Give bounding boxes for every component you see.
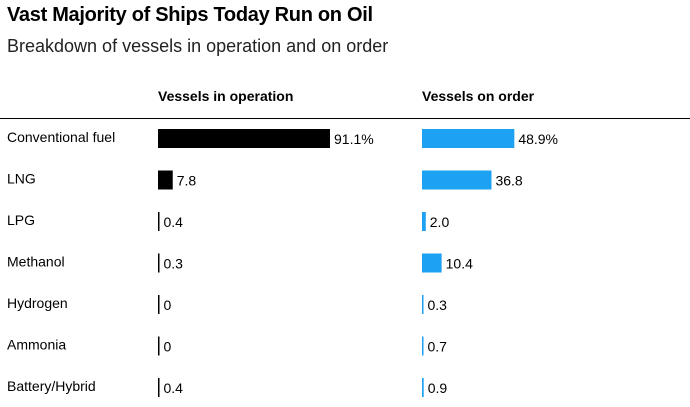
category-label: Ammonia bbox=[7, 337, 66, 353]
order-bar bbox=[422, 336, 424, 356]
column-header-on-order: Vessels on order bbox=[422, 88, 535, 104]
value-label: 0 bbox=[164, 339, 172, 355]
value-label: 10.4 bbox=[446, 256, 473, 272]
column-header-in-operation: Vessels in operation bbox=[158, 88, 294, 104]
operation-bar bbox=[158, 212, 160, 231]
value-label: 0.9 bbox=[428, 380, 448, 396]
value-label: 0.3 bbox=[428, 297, 448, 313]
category-label: Hydrogen bbox=[7, 295, 68, 311]
category-label: Battery/Hybrid bbox=[7, 378, 96, 394]
category-label: LNG bbox=[7, 171, 36, 187]
value-label: 36.8 bbox=[495, 173, 522, 189]
operation-bar bbox=[158, 170, 173, 190]
operation-bar bbox=[158, 253, 160, 273]
operation-bar bbox=[158, 378, 160, 397]
order-bar bbox=[422, 170, 492, 190]
value-label: 0.4 bbox=[164, 380, 184, 396]
value-label: 7.8 bbox=[177, 173, 197, 189]
value-label: 0.7 bbox=[428, 339, 448, 355]
value-label: 0 bbox=[164, 297, 172, 313]
operation-bar bbox=[158, 129, 330, 148]
order-bar bbox=[422, 212, 426, 231]
order-bar bbox=[422, 378, 424, 397]
order-bar bbox=[422, 129, 515, 148]
operation-bar bbox=[158, 295, 160, 314]
category-label: LPG bbox=[7, 212, 35, 228]
value-label: 0.3 bbox=[164, 256, 184, 272]
chart-title: Vast Majority of Ships Today Run on Oil bbox=[7, 4, 373, 26]
chart-subtitle: Breakdown of vessels in operation and on… bbox=[7, 36, 389, 56]
header-rule bbox=[0, 118, 690, 119]
order-bar bbox=[422, 295, 424, 314]
category-label: Methanol bbox=[7, 254, 65, 270]
value-label: 48.9% bbox=[518, 131, 558, 147]
value-label: 91.1% bbox=[334, 131, 374, 147]
category-label: Conventional fuel bbox=[7, 129, 115, 145]
value-label: 0.4 bbox=[164, 214, 184, 230]
value-label: 2.0 bbox=[430, 214, 450, 230]
operation-bar bbox=[158, 336, 160, 356]
order-bar bbox=[422, 253, 442, 273]
